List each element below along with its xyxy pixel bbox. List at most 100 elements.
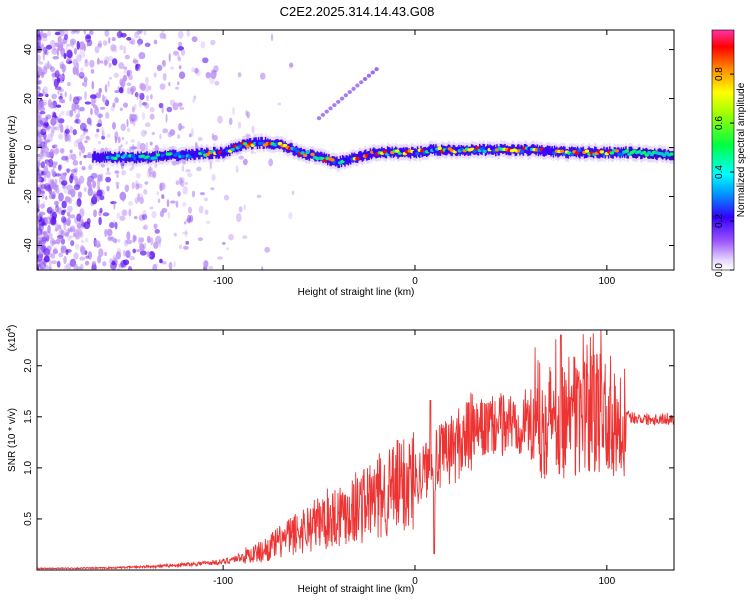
ridge-core [519,149,525,154]
noise-blob [58,123,63,128]
noise-blob [89,30,94,36]
noise-blob [264,246,271,253]
noise-blob [60,172,67,181]
ridge-band [344,157,346,167]
noise-blob [138,39,142,45]
noise-blob [91,260,97,266]
ridge-core [479,147,485,151]
noise-blob [58,113,62,119]
noise-blob [41,217,45,227]
noise-blob [245,133,251,139]
ridge-band [353,152,356,162]
noise-blob [251,125,255,134]
noise-blob [232,106,235,116]
noise-blob [138,193,144,199]
ridge-core [175,151,181,156]
noise-blob [126,231,131,241]
noise-blob [40,161,46,169]
noise-blob [149,141,153,146]
noise-blob [106,185,110,192]
noise-blob [128,74,133,81]
noise-blob [115,181,120,186]
noise-blob [54,204,60,213]
noise-blob [159,32,166,39]
noise-blob [59,99,66,103]
noise-blob [78,175,85,184]
ridge-core [547,151,552,155]
noise-blob [122,209,128,216]
noise-blob [181,165,185,172]
noise-blob [37,39,40,47]
noise-blob [57,118,65,124]
noise-blob [243,204,246,211]
noise-blob [122,74,128,82]
ridge-core [367,154,373,158]
ridge-band [184,150,186,160]
ridge-band [292,146,295,156]
noise-blob [73,175,78,181]
noise-blob [149,166,152,172]
colorbar: 0.0 0.2 0.4 0.6 0.8 Normalized spectral ampl… [711,29,747,277]
noise-blob [169,129,176,136]
noise-blob [126,127,131,133]
noise-blob [76,40,80,50]
noise-blob [104,99,110,107]
noise-blob [83,76,88,83]
ridge-core [340,159,345,164]
noise-blob [180,48,186,56]
noise-blob [99,207,103,214]
noise-blob [43,255,50,263]
noise-blob [120,161,125,167]
noise-blob [167,211,170,219]
ridge-band [512,144,514,154]
noise-blob [288,212,293,220]
noise-blob [106,167,110,172]
ridge-core [642,150,647,155]
noise-blob [58,192,64,202]
noise-blob [158,102,164,109]
noise-blob [69,227,73,233]
noise-blob [197,237,203,242]
noise-blob [139,92,145,100]
ridge-band [260,136,262,146]
noise-blob [72,129,77,136]
ridge-band [603,146,605,156]
ridge-core [292,147,298,151]
noise-blob [228,233,234,241]
ridge-band [104,151,107,161]
noise-blob [143,83,150,92]
noise-blob [129,40,134,44]
noise-blob [110,201,117,205]
noise-blob [76,54,82,63]
noise-blob [44,49,49,56]
noise-blob [118,145,122,151]
noise-blob [102,130,105,139]
ridge-band [386,146,389,156]
noise-blob [199,192,206,196]
ridge-core [193,151,198,155]
noise-blob [112,102,116,108]
snr-series-line [37,330,674,570]
noise-blob [113,72,119,78]
ridge-band [587,148,589,158]
noise-blob [172,102,179,111]
colorbar-label: Normalized spectral amplitude [736,82,747,217]
noise-blob [96,128,100,133]
ridge-band [336,156,338,166]
noise-blob [169,99,176,106]
noise-blob [96,243,102,248]
ridge-band [564,146,566,156]
noise-blob [66,58,70,64]
noise-blob [80,263,84,270]
noise-blob [52,126,58,130]
noise-blob [69,175,74,184]
noise-blob [58,133,64,140]
noise-blob [80,222,85,229]
noise-blob [291,190,295,195]
noise-blob [116,31,123,39]
ridge-core [614,149,620,153]
noise-blob [120,123,127,132]
noise-blob [132,59,139,64]
ridge-core [382,150,388,154]
noise-blob [149,107,155,113]
